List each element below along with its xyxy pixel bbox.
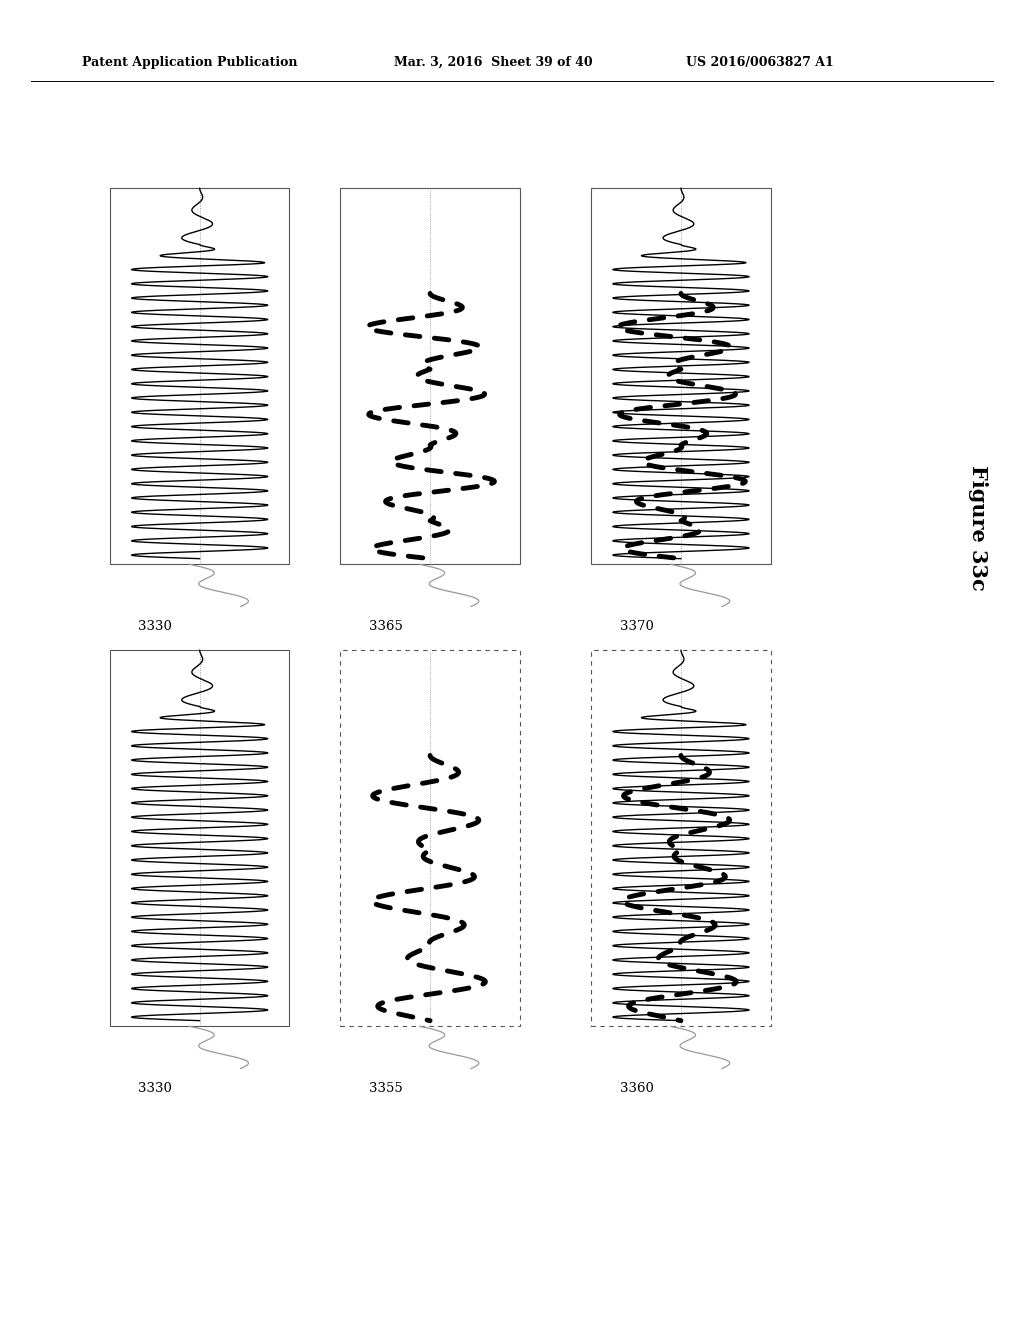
Bar [592, 651, 770, 1027]
Text: 3355: 3355 [369, 1082, 402, 1094]
Text: 3360: 3360 [620, 1082, 653, 1094]
Text: 3365: 3365 [369, 620, 402, 632]
Bar [340, 189, 520, 565]
Text: Patent Application Publication: Patent Application Publication [82, 55, 297, 69]
Text: 3370: 3370 [620, 620, 653, 632]
Bar [592, 189, 770, 565]
Bar [111, 189, 289, 565]
Text: Mar. 3, 2016  Sheet 39 of 40: Mar. 3, 2016 Sheet 39 of 40 [394, 55, 593, 69]
Text: US 2016/0063827 A1: US 2016/0063827 A1 [686, 55, 834, 69]
Text: Figure 33c: Figure 33c [968, 465, 988, 591]
Bar [340, 651, 520, 1027]
Bar [111, 651, 289, 1027]
Text: 3330: 3330 [138, 1082, 172, 1094]
Text: 3330: 3330 [138, 620, 172, 632]
